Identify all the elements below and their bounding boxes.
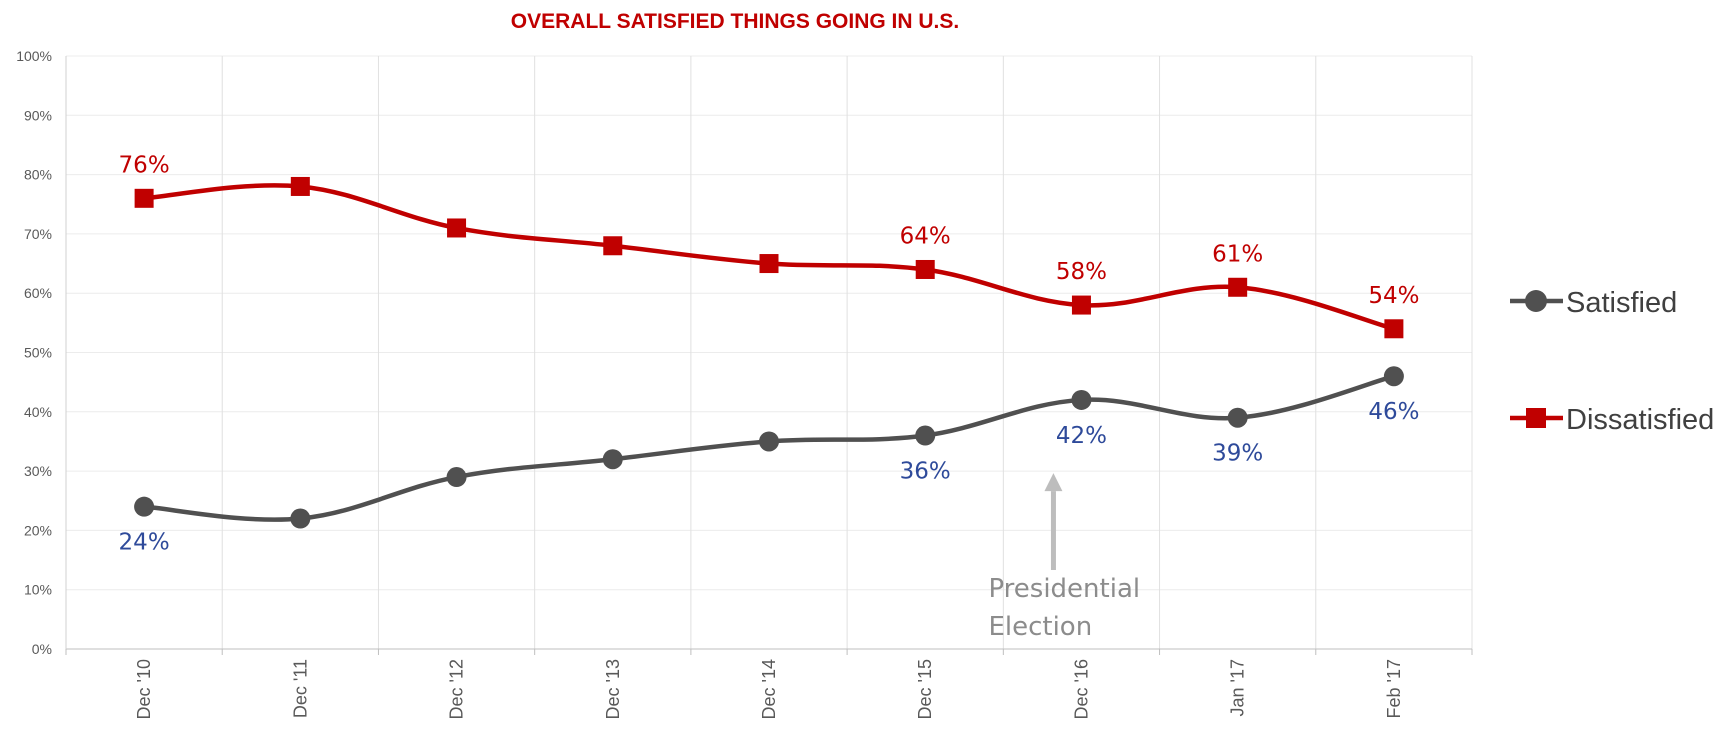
legend-label-dissatisfied: Dissatisfied	[1566, 404, 1714, 436]
legend-marker-dissatisfied	[1526, 408, 1546, 428]
point-dissatisfied	[134, 188, 154, 208]
annotation-text: Election	[988, 612, 1092, 642]
x-tick-label: Dec '16	[1071, 659, 1091, 719]
point-dissatisfied	[290, 176, 310, 196]
y-tick-label: 50%	[24, 345, 52, 361]
x-tick-label: Jan '17	[1228, 659, 1248, 716]
point-satisfied	[290, 508, 311, 529]
point-satisfied	[602, 449, 623, 470]
data-label-dissatisfied: 64%	[900, 223, 951, 249]
x-tick-label: Dec '10	[134, 659, 154, 719]
x-tick-label: Dec '14	[759, 659, 779, 719]
data-label-dissatisfied: 76%	[119, 152, 170, 178]
y-tick-label: 10%	[24, 582, 52, 598]
point-dissatisfied	[759, 254, 779, 274]
x-tick-label: Dec '11	[290, 659, 310, 718]
point-dissatisfied	[1071, 295, 1091, 315]
y-tick-label: 100%	[16, 48, 52, 64]
x-tick-label: Dec '13	[603, 659, 623, 719]
axes: 0% 10% 20% 30% 40% 50% 60% 70% 80% 90% 100% Dec '10…	[16, 48, 1473, 719]
y-tick-label: 80%	[24, 167, 52, 183]
annotation-text: Presidential	[988, 574, 1140, 604]
annotation-arrow-head	[1044, 473, 1063, 492]
point-satisfied	[446, 467, 467, 488]
y-tick-label: 30%	[24, 463, 52, 479]
y-tick-label: 0%	[32, 641, 52, 657]
point-dissatisfied	[447, 218, 467, 238]
data-label-satisfied: 46%	[1368, 399, 1419, 425]
y-tick-label: 40%	[24, 404, 52, 420]
data-label-satisfied: 24%	[119, 530, 170, 556]
series	[134, 176, 1404, 529]
data-label-satisfied: 42%	[1056, 423, 1107, 449]
point-satisfied	[1227, 407, 1248, 428]
x-tick-label: Feb '17	[1384, 659, 1404, 718]
point-dissatisfied	[915, 259, 935, 279]
data-label-satisfied: 36%	[900, 459, 951, 485]
point-satisfied	[134, 496, 155, 517]
data-label-dissatisfied: 54%	[1368, 283, 1419, 309]
grid	[65, 55, 1473, 649]
legend-label-satisfied: Satisfied	[1566, 287, 1677, 319]
point-satisfied	[1383, 366, 1404, 387]
annotation: Presidential Election	[988, 473, 1140, 642]
point-satisfied	[759, 431, 779, 452]
point-dissatisfied	[1228, 277, 1248, 297]
y-tick-label: 20%	[24, 522, 52, 538]
legend: Satisfied Dissatisfied	[1510, 287, 1714, 436]
legend-marker-satisfied	[1525, 290, 1547, 312]
chart-title: OVERALL SATISFIED THINGS GOING IN U.S.	[511, 10, 959, 33]
point-satisfied	[1071, 389, 1092, 410]
point-satisfied	[915, 425, 936, 446]
x-tick-label: Dec '15	[915, 659, 935, 719]
point-dissatisfied	[1384, 319, 1404, 339]
data-labels: 24% 36% 42% 39% 46% 76% 64% 58% 61% 54%	[119, 152, 1420, 555]
y-tick-label: 90%	[24, 107, 52, 123]
data-label-satisfied: 39%	[1212, 441, 1263, 467]
point-dissatisfied	[603, 236, 623, 256]
y-tick-label: 60%	[24, 285, 52, 301]
data-label-dissatisfied: 61%	[1212, 241, 1263, 267]
data-label-dissatisfied: 58%	[1056, 259, 1107, 285]
x-tick-label: Dec '12	[447, 659, 467, 719]
y-tick-label: 70%	[24, 226, 52, 242]
